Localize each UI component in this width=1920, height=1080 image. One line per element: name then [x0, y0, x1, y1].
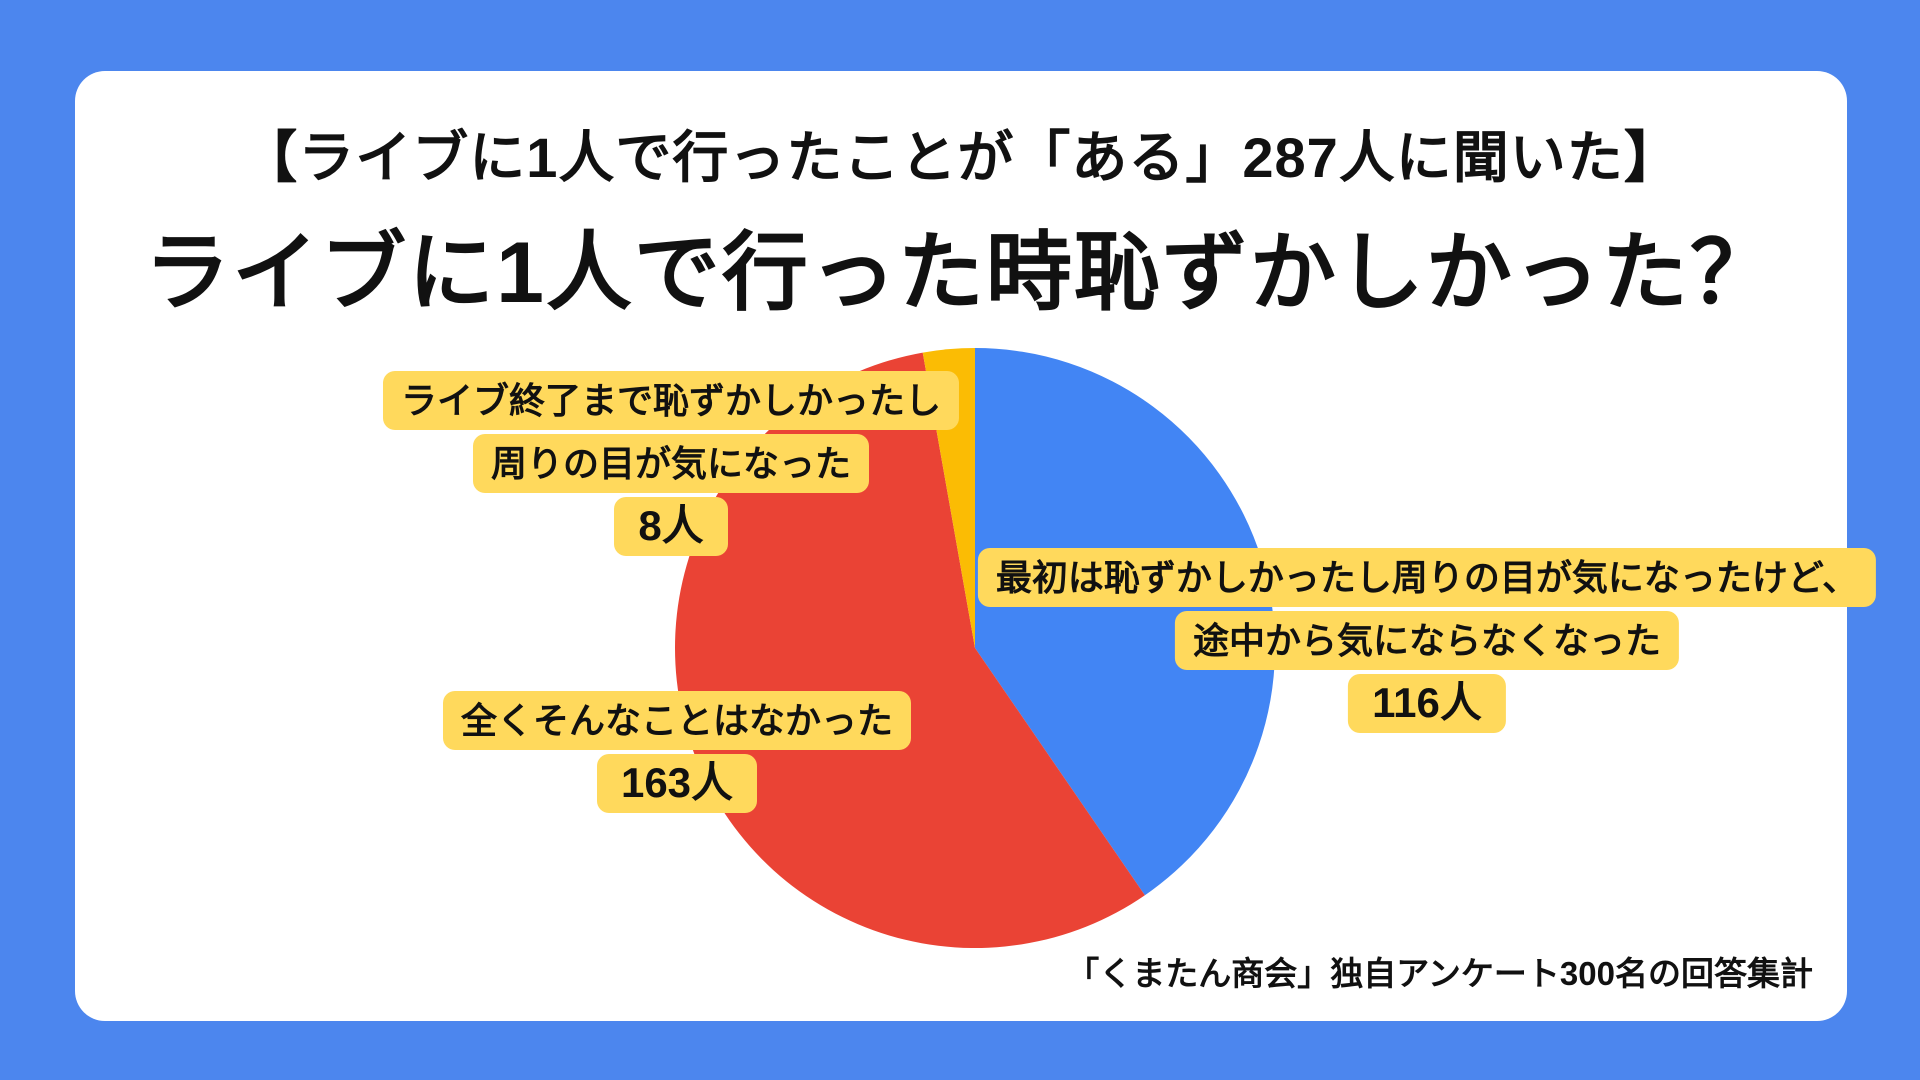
callout-text-line: ライブ終了まで恥ずかしかったし — [382, 371, 960, 431]
callout-yellow-slice: ライブ終了まで恥ずかしかったし 周りの目が気になった 8人 — [382, 371, 960, 556]
survey-subtitle: 【ライブに1人で行ったことが「ある」287人に聞いた】 — [241, 126, 1681, 189]
callout-count: 8人 — [614, 497, 728, 556]
survey-title: ライブに1人で行った時恥ずかしかった？ — [144, 225, 1778, 321]
callout-count: 116人 — [1348, 674, 1506, 733]
callout-count: 163人 — [596, 754, 758, 813]
callout-text-line: 途中から気にならなくなった — [1174, 611, 1680, 671]
callout-text-line: 全くそんなことはなかった — [442, 691, 912, 751]
infographic-card: 【ライブに1人で行ったことが「ある」287人に聞いた】 ライブに1人で行った時恥… — [75, 71, 1877, 1021]
pie-slice-0 — [975, 348, 1276, 896]
callout-blue-slice: 最初は恥ずかしかったし周りの目が気になったけど、 途中から気にならなくなった 1… — [977, 548, 1877, 733]
pie-slice-1 — [675, 352, 1145, 949]
callout-text-line: 周りの目が気になった — [472, 434, 870, 494]
source-note: 「くまたん商会」独自アンケート300名の回答集計 — [1066, 955, 1813, 992]
callout-red-slice: 全くそんなことはなかった 163人 — [442, 691, 912, 813]
callout-text-line: 最初は恥ずかしかったし周りの目が気になったけど、 — [977, 548, 1877, 608]
